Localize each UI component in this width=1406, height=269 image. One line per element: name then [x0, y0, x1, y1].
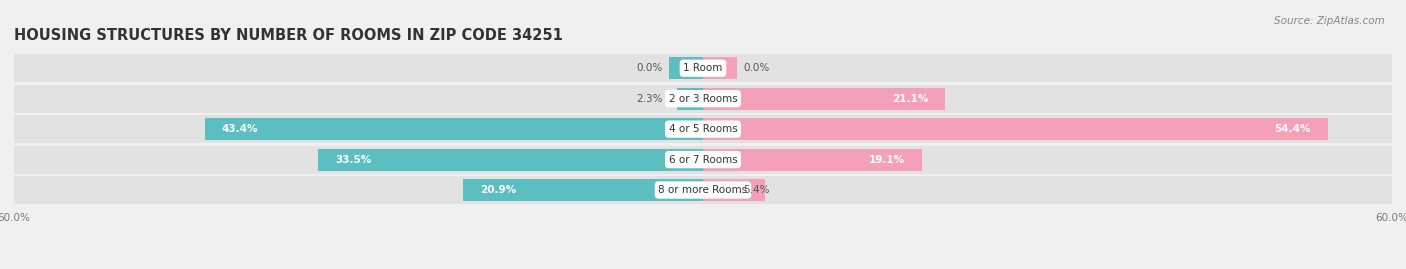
Text: 4 or 5 Rooms: 4 or 5 Rooms	[669, 124, 737, 134]
Bar	[14, 85, 1392, 113]
Text: 43.4%: 43.4%	[222, 124, 259, 134]
Text: 5.4%: 5.4%	[744, 185, 769, 195]
Text: 0.0%: 0.0%	[744, 63, 769, 73]
Bar	[703, 88, 945, 110]
Bar	[14, 146, 1392, 174]
Bar	[14, 115, 1392, 143]
Text: 6 or 7 Rooms: 6 or 7 Rooms	[669, 155, 737, 165]
Text: 8 or more Rooms: 8 or more Rooms	[658, 185, 748, 195]
Text: 0.0%: 0.0%	[637, 63, 662, 73]
Bar	[463, 179, 703, 201]
Bar	[205, 118, 703, 140]
Bar	[703, 57, 738, 79]
Bar	[14, 54, 1392, 82]
Bar	[14, 176, 1392, 204]
Text: HOUSING STRUCTURES BY NUMBER OF ROOMS IN ZIP CODE 34251: HOUSING STRUCTURES BY NUMBER OF ROOMS IN…	[14, 28, 562, 43]
Text: 20.9%: 20.9%	[481, 185, 516, 195]
Bar	[703, 179, 765, 201]
Text: Source: ZipAtlas.com: Source: ZipAtlas.com	[1274, 16, 1385, 26]
Text: 2 or 3 Rooms: 2 or 3 Rooms	[669, 94, 737, 104]
Bar	[669, 57, 703, 79]
Text: 33.5%: 33.5%	[336, 155, 371, 165]
Text: 1 Room: 1 Room	[683, 63, 723, 73]
Text: 54.4%: 54.4%	[1274, 124, 1310, 134]
Bar	[703, 118, 1327, 140]
Text: 21.1%: 21.1%	[891, 94, 928, 104]
Bar	[703, 148, 922, 171]
Text: 19.1%: 19.1%	[869, 155, 905, 165]
Bar	[676, 88, 703, 110]
Bar	[318, 148, 703, 171]
Text: 2.3%: 2.3%	[637, 94, 662, 104]
